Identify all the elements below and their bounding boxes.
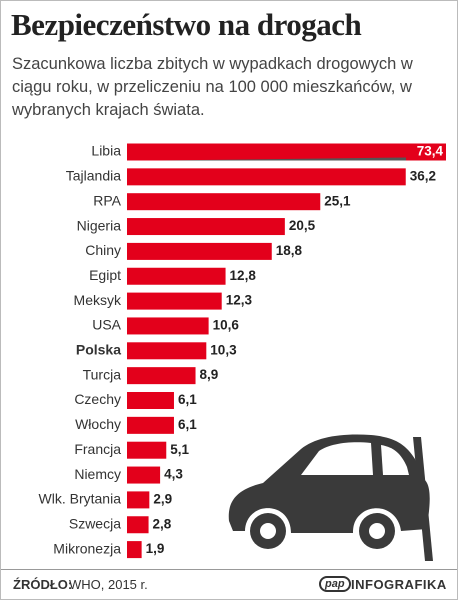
value-label: 5,1 <box>170 442 189 457</box>
value-label: 12,8 <box>230 268 257 283</box>
bar <box>127 392 174 409</box>
chart-subtitle: Szacunkowa liczba zbitych w wypadkach dr… <box>12 55 413 119</box>
bar <box>127 218 285 236</box>
value-label: 12,3 <box>226 293 253 308</box>
bar <box>127 441 167 459</box>
value-label: 1,9 <box>146 541 165 556</box>
value-label: 2,8 <box>153 516 172 531</box>
category-label: Szwecja <box>69 515 121 531</box>
bar <box>127 168 406 186</box>
bar <box>127 267 226 285</box>
value-label: 2,9 <box>153 491 172 506</box>
bar <box>127 466 161 484</box>
value-label: 73,4 <box>417 144 444 159</box>
value-label: 18,8 <box>276 243 303 258</box>
bar <box>127 416 174 434</box>
chart-title: Bezpieczeństwo na drogach <box>11 7 362 42</box>
category-label: Meksyk <box>74 292 122 308</box>
category-label: Libia <box>91 143 121 159</box>
value-label: 10,3 <box>210 342 237 357</box>
category-label: USA <box>92 317 121 333</box>
category-label: Francja <box>74 441 121 457</box>
category-label: Chiny <box>85 242 121 258</box>
category-label: Tajlandia <box>66 168 121 184</box>
value-label: 25,1 <box>324 193 351 208</box>
bar <box>127 143 446 161</box>
bar <box>127 317 209 335</box>
category-label: Niemcy <box>74 466 121 482</box>
category-label: Polska <box>76 342 121 358</box>
bar <box>127 541 142 559</box>
chart: Libia 73,4 Tajlandia 36,2 RPA 25,1 Nigeria 20,5… <box>39 143 446 561</box>
value-label: 36,2 <box>410 168 436 183</box>
bar <box>127 516 149 534</box>
category-label: RPA <box>93 192 121 208</box>
value-label: 8,9 <box>200 367 219 382</box>
category-label: Egipt <box>89 267 121 283</box>
bar <box>127 342 207 360</box>
bar <box>127 292 222 310</box>
category-label: Mikronezja <box>53 540 121 556</box>
category-label: Nigeria <box>77 217 122 233</box>
credit: INFOGRAFIKA <box>351 577 447 592</box>
footer: ŹRÓDŁO: WHO, 2015 r. pap INFOGRAFIKA <box>1 569 457 599</box>
category-label: Czechy <box>74 391 121 407</box>
category-label: Wlk. Brytania <box>39 491 122 507</box>
value-label: 4,3 <box>164 467 183 482</box>
bar <box>127 367 196 385</box>
bars <box>127 143 446 559</box>
bar <box>127 193 321 211</box>
bar <box>127 242 272 260</box>
bar <box>127 491 150 509</box>
axis-break <box>157 157 406 161</box>
source: WHO, 2015 r. <box>69 577 148 592</box>
logo: pap <box>319 576 351 592</box>
category-label: Turcja <box>83 366 122 382</box>
category-label: Włochy <box>75 416 121 432</box>
value-label: 6,1 <box>178 417 197 432</box>
value-label: 6,1 <box>178 392 197 407</box>
source-label: ŹRÓDŁO: <box>13 577 73 592</box>
car-illustration <box>228 434 433 561</box>
value-label: 10,6 <box>213 318 240 333</box>
value-label: 20,5 <box>289 218 316 233</box>
